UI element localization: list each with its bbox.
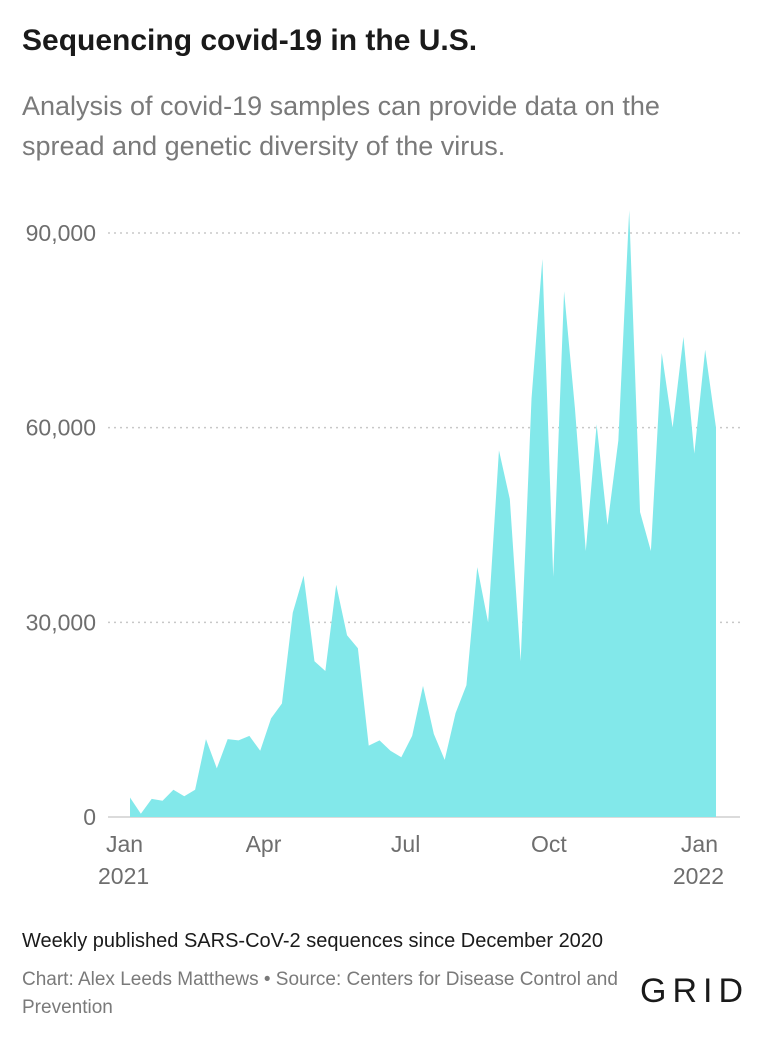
area-series [130, 210, 716, 817]
grid-logo: GRID [640, 972, 749, 1010]
x-tick-year-label: 2022 [673, 863, 724, 889]
x-tick-label: Jul [391, 831, 420, 857]
chart-subtitle: Analysis of covid-19 samples can provide… [22, 91, 660, 161]
x-axis: Jan 2021 Apr Jul Oct Jan 2022 [98, 831, 724, 889]
x-tick-label: Oct [531, 831, 567, 857]
y-tick-label: 0 [83, 804, 96, 830]
y-tick-label: 60,000 [26, 415, 96, 441]
y-tick-label: 90,000 [26, 220, 96, 246]
x-tick-year-label: 2021 [98, 863, 149, 889]
chart-caption: Weekly published SARS-CoV-2 sequences si… [22, 930, 604, 952]
chart-source: Chart: Alex Leeds Matthews • Source: Cen… [22, 969, 618, 1018]
x-tick-label: Apr [246, 831, 282, 857]
sequences-area [130, 210, 716, 817]
chart-title: Sequencing covid-19 in the U.S. [22, 24, 478, 57]
x-tick-label: Jan [681, 831, 718, 857]
area-chart: 0 30,000 60,000 90,000 Jan 2021 Apr Jul Oct Jan 2… [26, 210, 740, 889]
y-tick-label: 30,000 [26, 609, 96, 635]
x-tick-label: Jan [106, 831, 143, 857]
y-axis: 0 30,000 60,000 90,000 [26, 220, 96, 830]
